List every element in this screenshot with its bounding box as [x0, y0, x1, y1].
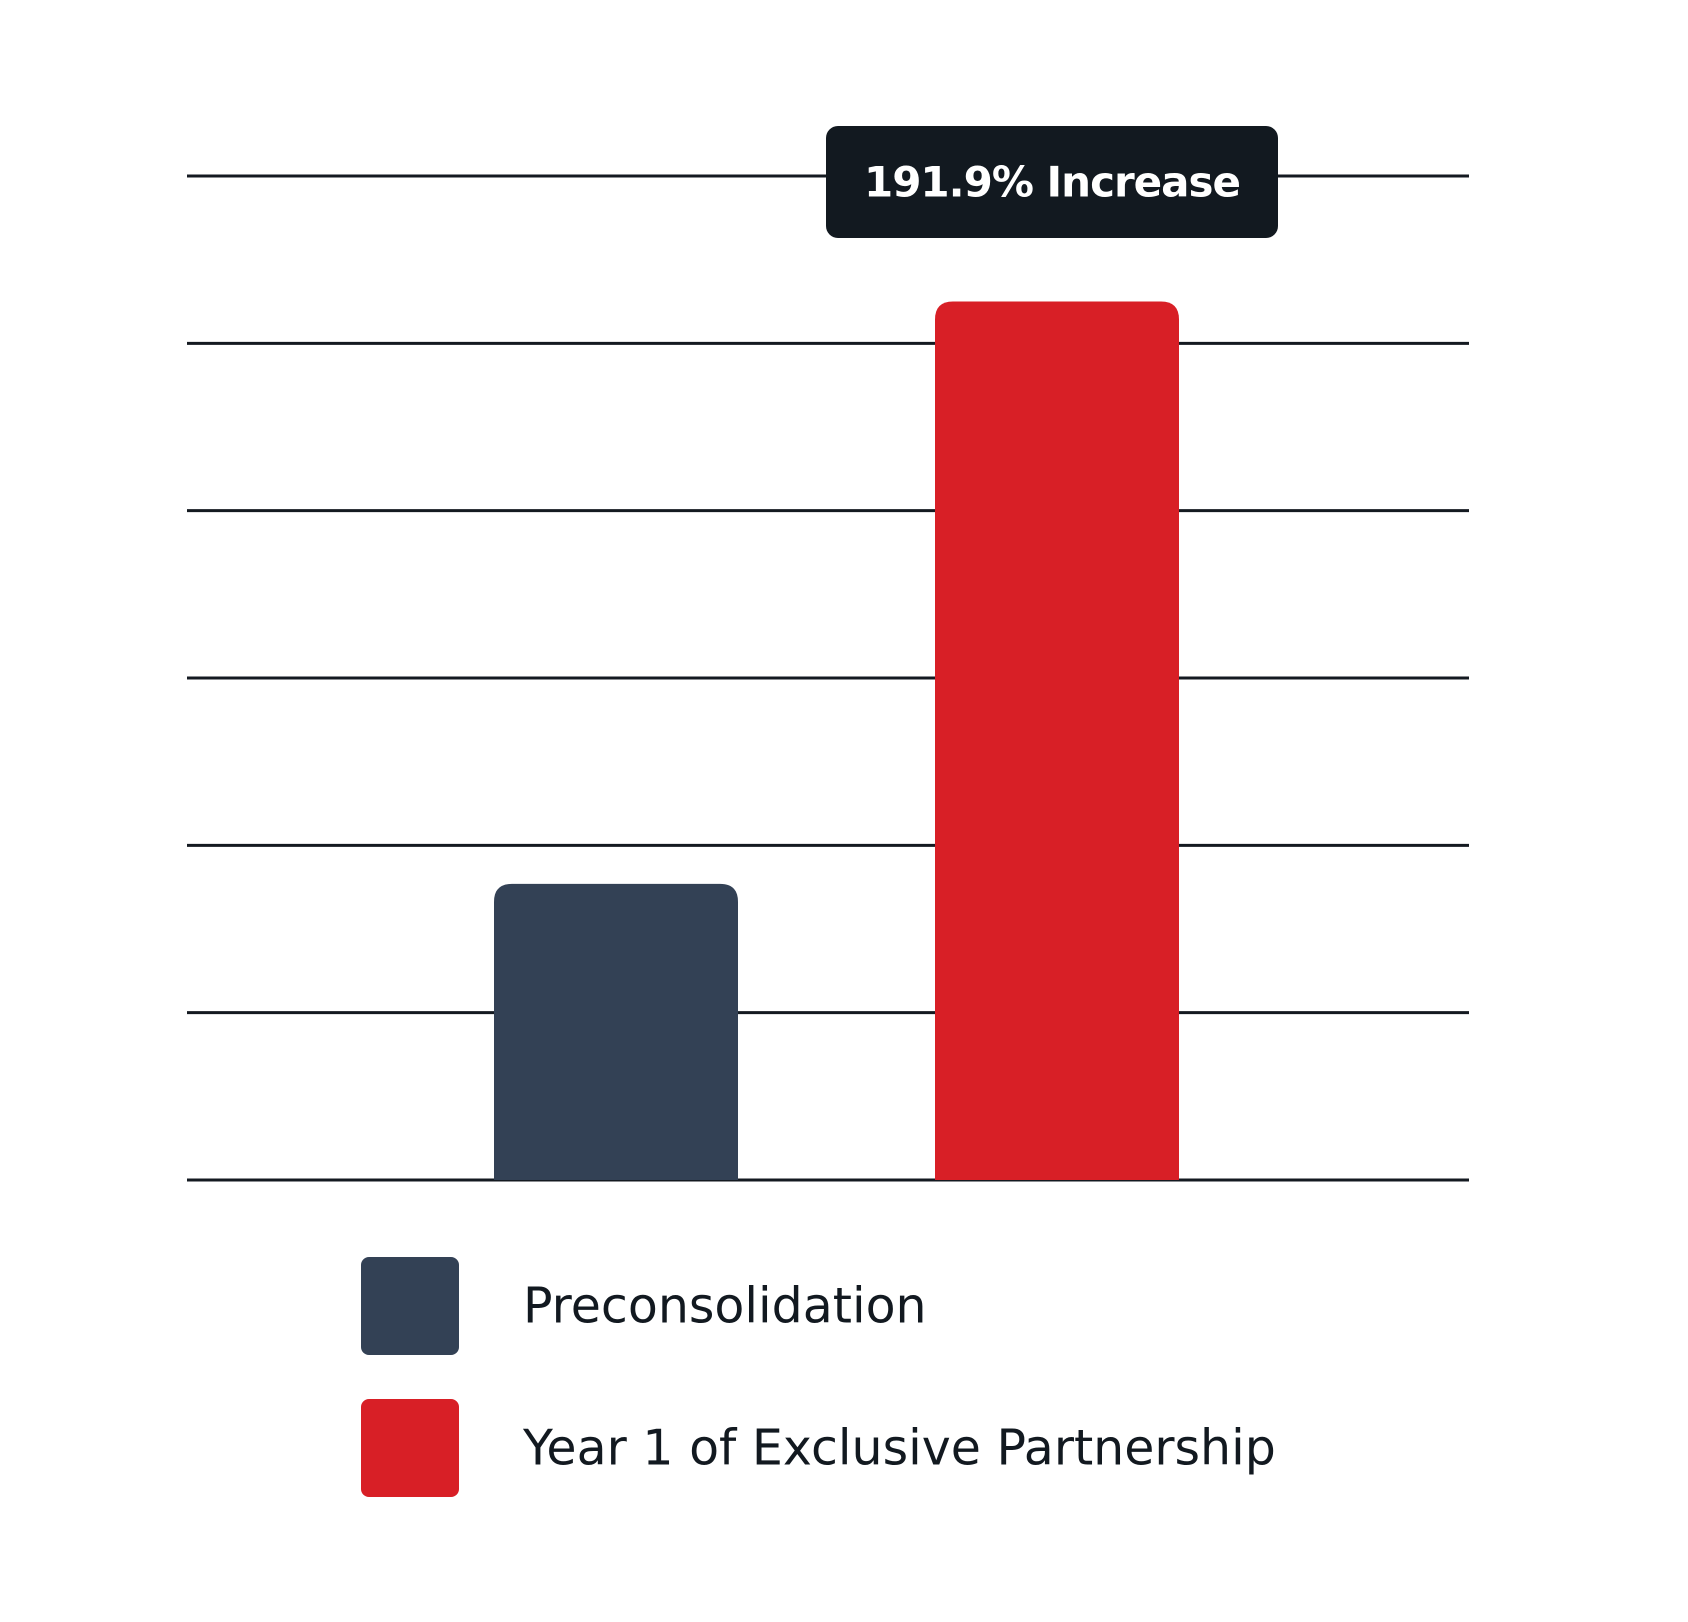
legend-label-preconsolidation: Preconsolidation — [523, 1278, 927, 1335]
bars — [494, 301, 1179, 1180]
bar-year-1-of-exclusive-partnership — [935, 301, 1179, 1180]
legend: Preconsolidation Year 1 of Exclusive Par… — [361, 1257, 1276, 1497]
bar-preconsolidation — [494, 883, 738, 1180]
increase-callout: 191.9% Increase — [826, 126, 1278, 238]
legend-swatch-preconsolidation — [361, 1257, 459, 1355]
callout-label: 191.9% Increase — [864, 158, 1240, 207]
legend-item-preconsolidation: Preconsolidation — [361, 1257, 927, 1355]
callout-box — [826, 126, 1278, 238]
gridlines — [187, 174, 1469, 1182]
legend-item-year-1-exclusive-partnership: Year 1 of Exclusive Partnership — [361, 1399, 1276, 1497]
legend-label-year-1-exclusive-partnership: Year 1 of Exclusive Partnership — [522, 1420, 1276, 1477]
legend-swatch-year-1-exclusive-partnership — [361, 1399, 459, 1497]
